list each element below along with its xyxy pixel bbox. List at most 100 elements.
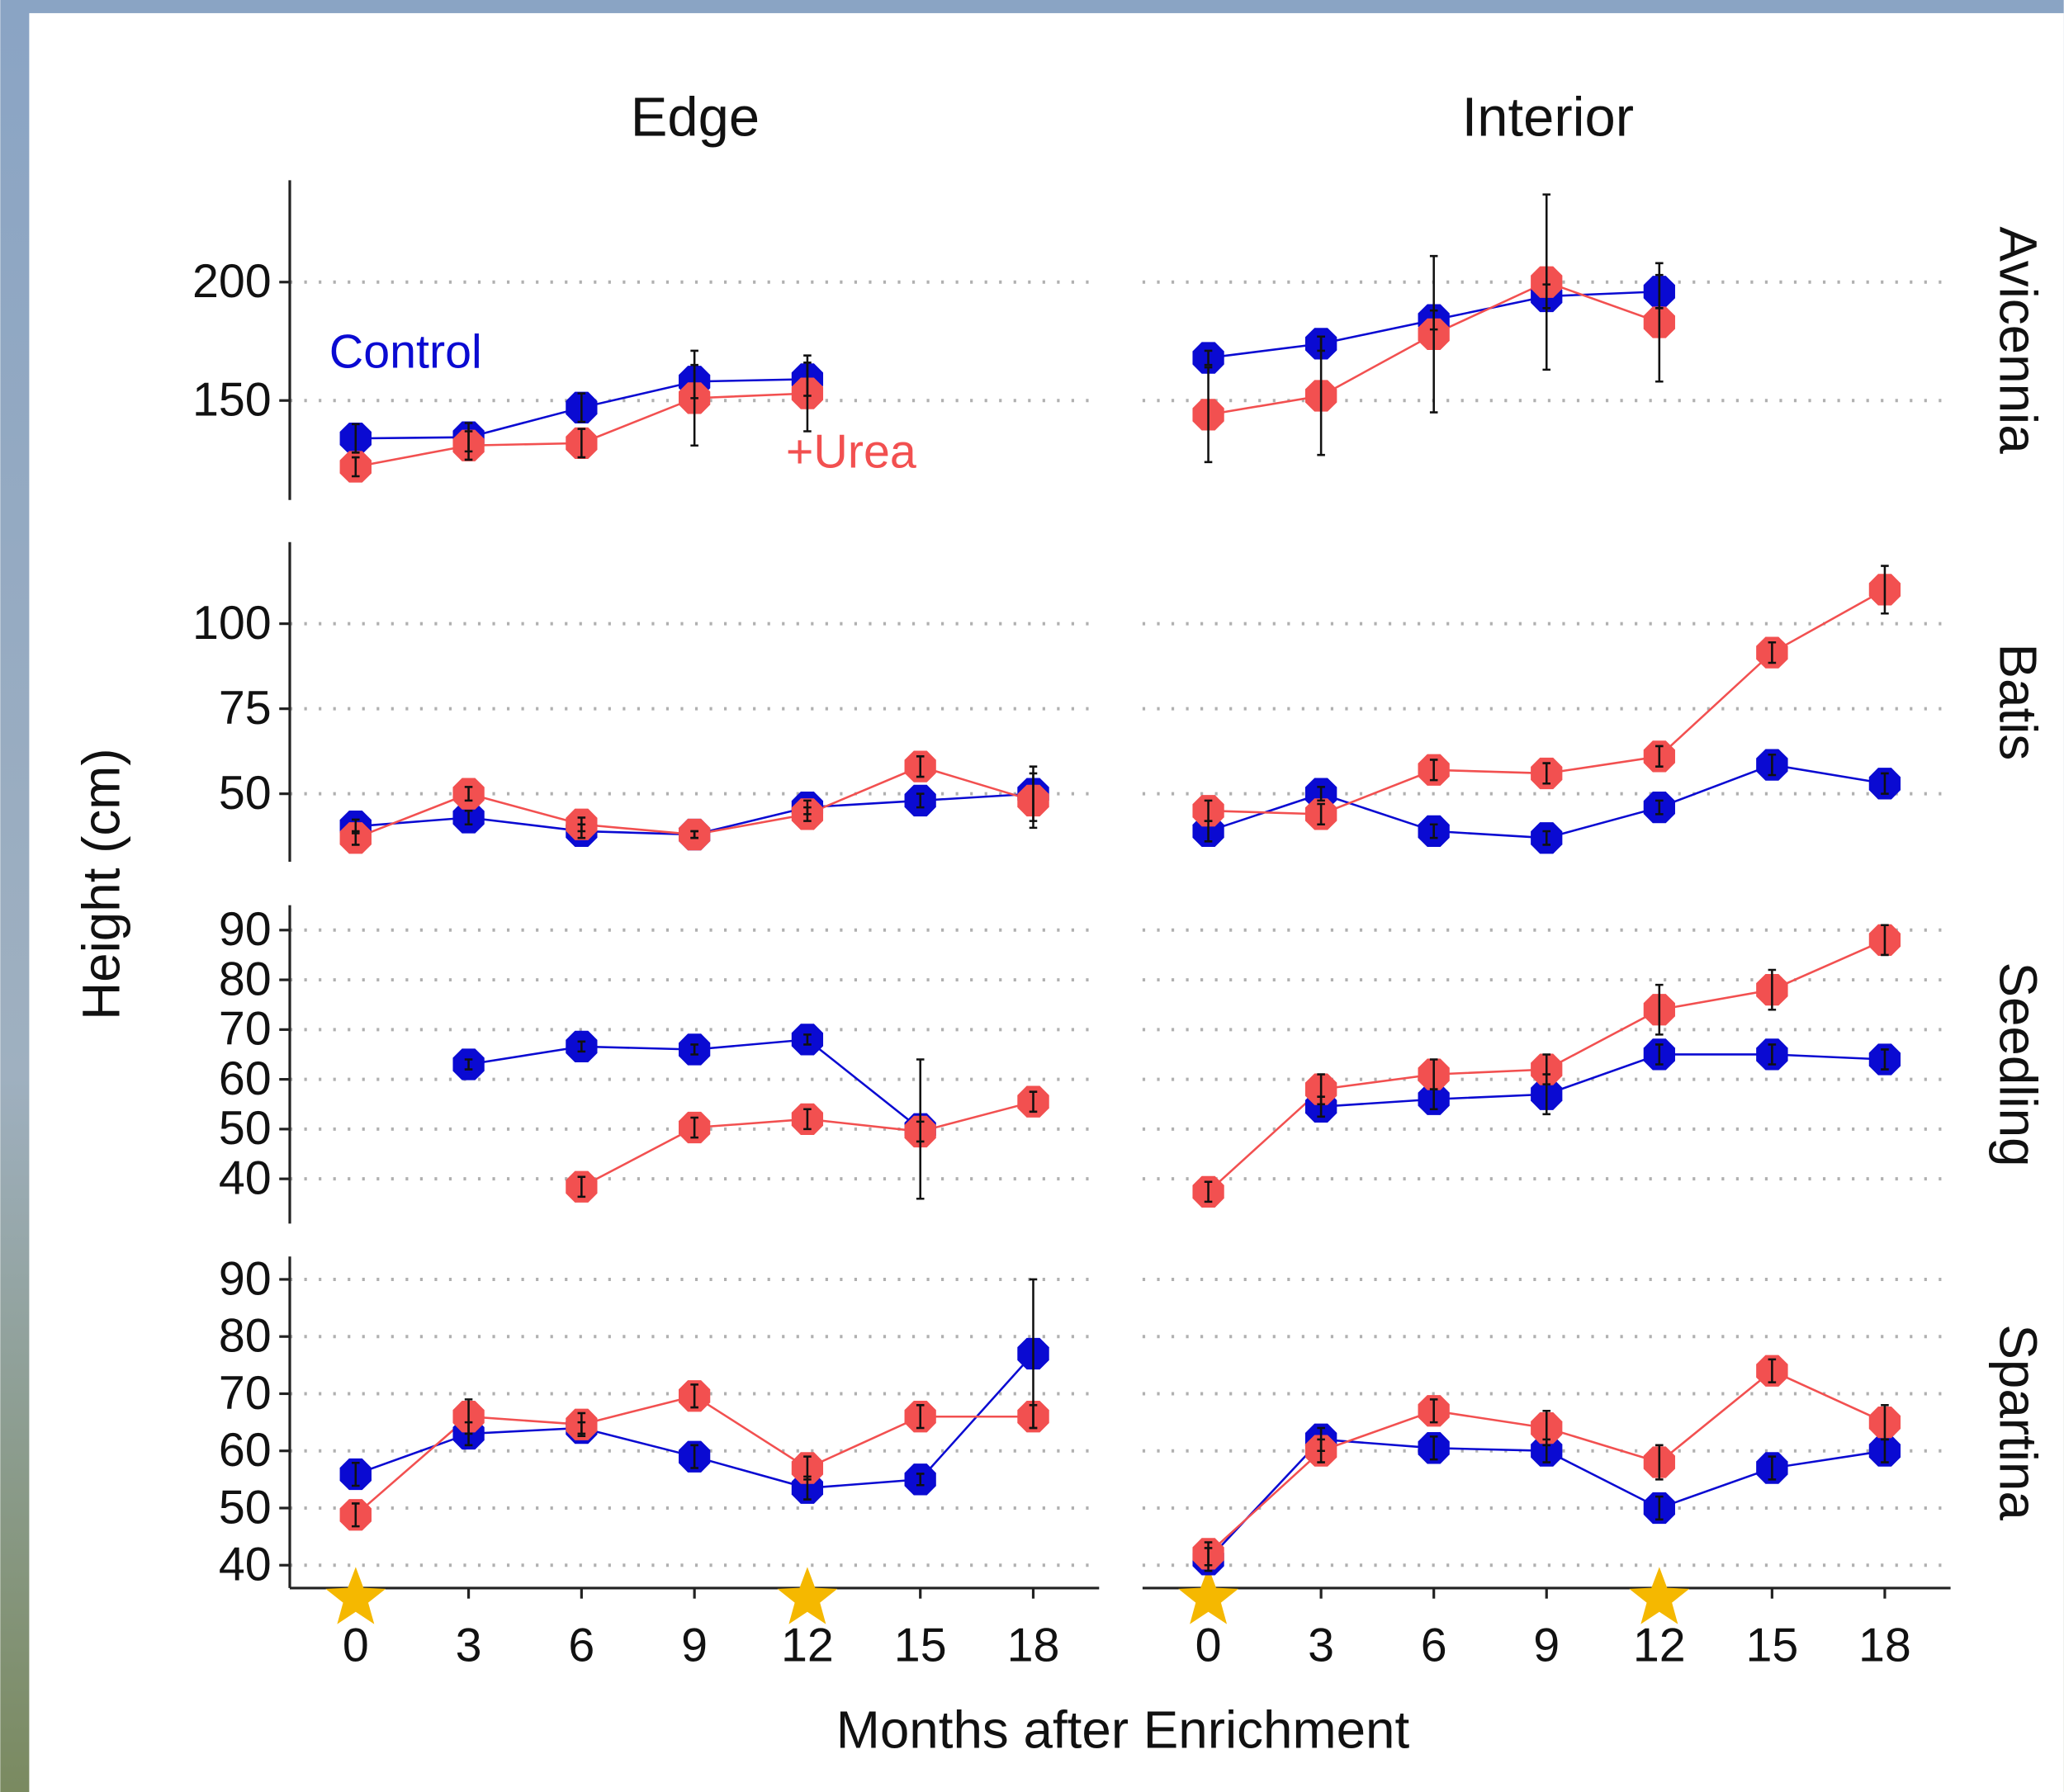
error-bar	[916, 1404, 925, 1430]
y-tick-label: 70	[219, 1367, 272, 1420]
error-bar	[577, 1411, 586, 1437]
error-bar	[1204, 1541, 1213, 1567]
error-bar	[1655, 983, 1664, 1036]
error-bar	[1429, 759, 1438, 782]
error-bar	[803, 1455, 812, 1481]
error-bar	[1655, 262, 1664, 383]
y-tick-label: 90	[219, 1252, 272, 1305]
error-bar	[1655, 1444, 1664, 1481]
column-title: Interior	[1462, 86, 1634, 148]
x-tick-label: 3	[1308, 1619, 1334, 1671]
error-bar	[690, 349, 698, 447]
error-bar	[1768, 1358, 1777, 1383]
error-bar	[1429, 1058, 1438, 1090]
enrichment-star	[325, 1567, 386, 1624]
error-bar	[577, 816, 586, 833]
error-bar	[803, 1108, 812, 1131]
error-bar	[1542, 762, 1551, 785]
row-title: Avicennia	[1988, 226, 2047, 454]
error-bar	[1881, 1048, 1889, 1071]
y-tick-label: 150	[192, 374, 272, 427]
y-tick-label: 70	[219, 1003, 272, 1056]
y-tick-label: 50	[219, 1102, 272, 1155]
x-tick-label: 3	[456, 1619, 482, 1671]
error-bar	[1317, 1438, 1325, 1463]
error-bar	[1655, 1043, 1664, 1066]
enrichment-star	[1178, 1567, 1238, 1624]
error-bar	[464, 786, 473, 802]
error-bar	[1768, 641, 1777, 664]
column-title: Edge	[631, 86, 760, 148]
row-title: Seedling	[1988, 962, 2047, 1166]
error-bar	[1429, 254, 1438, 414]
x-tick-label: 15	[1745, 1619, 1798, 1671]
row-title: Batis	[1988, 644, 2047, 761]
enrichment-star	[1629, 1567, 1690, 1624]
error-bar	[1768, 753, 1777, 777]
error-bar	[1029, 1404, 1038, 1430]
error-bar	[352, 830, 360, 846]
error-bar	[577, 1175, 586, 1199]
error-bar	[1204, 366, 1213, 464]
row-title: Spartina	[1988, 1324, 2047, 1520]
x-tick-label: 6	[568, 1619, 594, 1671]
error-bar	[1655, 1495, 1664, 1521]
x-tick-label: 18	[1007, 1619, 1060, 1671]
error-bar	[1429, 823, 1438, 839]
error-bar	[577, 392, 586, 423]
error-bar	[690, 830, 698, 839]
error-bar	[1881, 1404, 1889, 1441]
error-bar	[1881, 565, 1889, 615]
error-bar	[1204, 799, 1213, 822]
error-bar	[690, 1383, 698, 1409]
legend-label: Control	[329, 326, 482, 379]
enrichment-star	[777, 1567, 838, 1624]
error-bar	[1204, 1180, 1213, 1203]
error-bar	[464, 809, 473, 826]
error-bar	[352, 1461, 360, 1487]
error-bar	[577, 1040, 586, 1053]
y-tick-label: 50	[219, 767, 272, 820]
y-tick-label: 60	[219, 1424, 272, 1477]
legend-label: +Urea	[786, 426, 916, 479]
error-bar	[1317, 1073, 1325, 1106]
error-bar	[690, 1043, 698, 1056]
y-tick-label: 200	[192, 255, 272, 308]
error-bar	[916, 792, 925, 809]
series-line	[1321, 1053, 1885, 1108]
x-tick-label: 9	[1533, 1619, 1560, 1671]
y-tick-label: 40	[219, 1539, 272, 1591]
error-bar	[1768, 1455, 1777, 1481]
error-bar	[1542, 193, 1551, 371]
plot-background	[29, 12, 2064, 1792]
y-tick-label: 60	[219, 1052, 272, 1105]
error-bar	[1768, 1043, 1777, 1066]
error-bar	[1429, 1398, 1438, 1424]
error-bar	[1655, 799, 1664, 816]
error-bar	[577, 428, 586, 459]
error-bar	[916, 1473, 925, 1487]
error-bar	[1542, 830, 1551, 846]
x-tick-label: 0	[1195, 1619, 1222, 1671]
error-bar	[1881, 772, 1889, 795]
error-bar	[803, 806, 812, 822]
error-bar	[464, 1398, 473, 1435]
x-tick-label: 15	[894, 1619, 947, 1671]
y-tick-label: 90	[219, 903, 272, 956]
error-bar	[1429, 1435, 1438, 1461]
error-bar	[803, 1033, 812, 1046]
error-bar	[1768, 968, 1777, 1011]
y-tick-label: 75	[219, 682, 272, 735]
error-bar	[1655, 745, 1664, 768]
y-axis-label: Height (cm)	[72, 748, 131, 1019]
x-tick-label: 12	[781, 1619, 834, 1671]
error-bar	[1204, 349, 1213, 366]
x-tick-label: 6	[1421, 1619, 1447, 1671]
error-bar	[1317, 786, 1325, 802]
error-bar	[803, 354, 812, 433]
x-tick-label: 9	[681, 1619, 708, 1671]
error-bar	[464, 1058, 473, 1071]
error-bar	[352, 423, 360, 454]
